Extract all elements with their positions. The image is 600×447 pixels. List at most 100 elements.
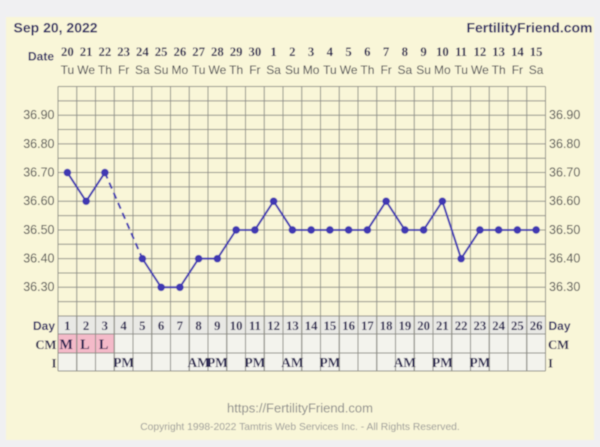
svg-text:Th: Th (98, 63, 112, 77)
svg-text:Date: Date (28, 50, 54, 64)
svg-text:36.40: 36.40 (23, 252, 54, 266)
svg-text:1: 1 (64, 319, 70, 333)
svg-text:8: 8 (195, 319, 201, 333)
svg-text:https://FertilityFriend.com: https://FertilityFriend.com (227, 401, 373, 416)
svg-text:PM: PM (469, 355, 490, 370)
svg-text:Tu: Tu (323, 63, 337, 77)
svg-text:20: 20 (417, 319, 430, 333)
svg-text:14: 14 (305, 319, 318, 333)
svg-text:25: 25 (511, 319, 524, 333)
svg-text:Sa: Sa (398, 63, 413, 77)
svg-text:AM: AM (394, 355, 417, 370)
svg-text:26: 26 (530, 319, 543, 333)
svg-text:Fr: Fr (249, 63, 260, 77)
svg-text:3: 3 (102, 319, 108, 333)
svg-text:Th: Th (492, 63, 506, 77)
svg-text:36.90: 36.90 (23, 108, 54, 122)
svg-text:Mo: Mo (434, 63, 451, 77)
svg-text:4: 4 (327, 45, 334, 59)
svg-text:Th: Th (360, 63, 374, 77)
svg-text:13: 13 (492, 45, 505, 59)
svg-text:PM: PM (244, 355, 265, 370)
svg-text:11: 11 (455, 45, 467, 59)
svg-text:We: We (340, 63, 358, 77)
svg-text:23: 23 (117, 45, 130, 59)
svg-text:2: 2 (289, 45, 295, 59)
svg-text:Sep 20, 2022: Sep 20, 2022 (14, 20, 98, 36)
svg-text:36.30: 36.30 (23, 280, 54, 294)
svg-text:Fr: Fr (380, 63, 391, 77)
svg-text:We: We (77, 63, 95, 77)
svg-text:AM: AM (187, 355, 210, 370)
svg-text:3: 3 (308, 45, 314, 59)
svg-text:12: 12 (267, 319, 280, 333)
svg-text:Sa: Sa (529, 63, 544, 77)
svg-text:23: 23 (473, 319, 486, 333)
svg-text:Su: Su (285, 63, 300, 77)
svg-text:We: We (471, 63, 489, 77)
svg-text:PM: PM (113, 355, 134, 370)
svg-text:36.80: 36.80 (23, 137, 54, 151)
svg-text:36.70: 36.70 (549, 165, 580, 179)
svg-text:15: 15 (323, 319, 336, 333)
svg-text:24: 24 (136, 45, 149, 59)
svg-text:36.50: 36.50 (23, 223, 54, 237)
svg-text:36.70: 36.70 (23, 165, 54, 179)
svg-text:Th: Th (229, 63, 243, 77)
svg-text:15: 15 (530, 45, 543, 59)
svg-text:We: We (208, 63, 226, 77)
svg-text:Day: Day (549, 319, 571, 333)
svg-text:PM: PM (207, 355, 228, 370)
svg-text:5: 5 (139, 319, 145, 333)
svg-text:Day: Day (33, 319, 55, 333)
svg-text:36.80: 36.80 (549, 137, 580, 151)
svg-text:Fr: Fr (118, 63, 129, 77)
svg-text:CM: CM (35, 338, 56, 352)
svg-text:9: 9 (214, 319, 220, 333)
svg-text:18: 18 (380, 319, 393, 333)
svg-text:Sa: Sa (135, 63, 150, 77)
svg-text:I: I (51, 356, 56, 371)
svg-text:36.40: 36.40 (549, 252, 580, 266)
svg-text:2: 2 (83, 319, 89, 333)
svg-text:Tu: Tu (192, 63, 206, 77)
svg-text:Mo: Mo (172, 63, 189, 77)
svg-text:20: 20 (61, 45, 74, 59)
svg-text:22: 22 (455, 319, 468, 333)
svg-text:M: M (59, 337, 72, 353)
svg-text:19: 19 (398, 319, 411, 333)
svg-text:9: 9 (420, 45, 426, 59)
svg-text:L: L (99, 337, 108, 353)
svg-text:36.30: 36.30 (549, 280, 580, 294)
svg-text:26: 26 (173, 45, 186, 59)
svg-text:21: 21 (80, 45, 93, 59)
svg-text:10: 10 (436, 45, 449, 59)
svg-text:10: 10 (230, 319, 243, 333)
svg-text:Su: Su (154, 63, 169, 77)
svg-text:Tu: Tu (454, 63, 468, 77)
svg-text:22: 22 (98, 45, 111, 59)
svg-text:14: 14 (511, 45, 524, 59)
svg-text:Tu: Tu (61, 63, 75, 77)
svg-text:28: 28 (211, 45, 224, 59)
svg-text:12: 12 (473, 45, 486, 59)
svg-text:4: 4 (120, 319, 127, 333)
svg-text:24: 24 (492, 319, 505, 333)
svg-text:L: L (80, 337, 89, 353)
svg-text:Sa: Sa (266, 63, 281, 77)
svg-text:Copyright 1998-2022 Tamtris We: Copyright 1998-2022 Tamtris Web Services… (140, 422, 460, 433)
svg-text:Su: Su (416, 63, 431, 77)
svg-text:FertilityFriend.com: FertilityFriend.com (466, 20, 592, 36)
svg-text:I: I (548, 356, 553, 371)
svg-text:36.60: 36.60 (549, 194, 580, 208)
svg-text:CM: CM (548, 338, 569, 352)
svg-text:7: 7 (383, 45, 390, 59)
svg-text:29: 29 (230, 45, 243, 59)
svg-text:8: 8 (402, 45, 408, 59)
svg-text:5: 5 (345, 45, 351, 59)
svg-text:25: 25 (155, 45, 168, 59)
svg-text:6: 6 (158, 319, 165, 333)
svg-text:PM: PM (432, 355, 453, 370)
svg-text:36.90: 36.90 (549, 108, 580, 122)
svg-text:36.60: 36.60 (23, 194, 54, 208)
